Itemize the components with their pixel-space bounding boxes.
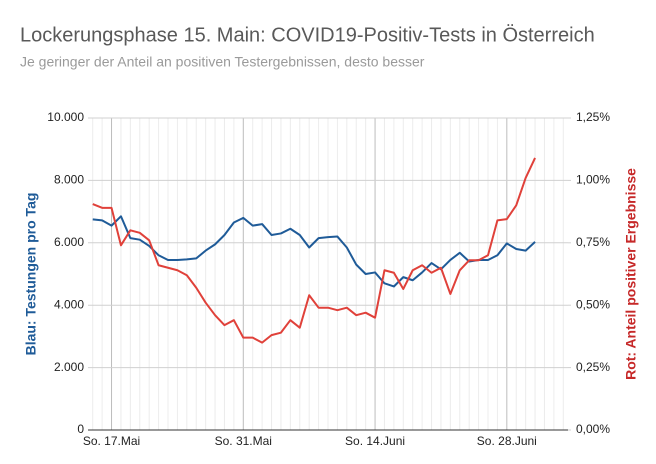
y-tick-label: 8.000 bbox=[54, 173, 84, 187]
y-tick-label: 2.000 bbox=[54, 360, 84, 374]
y-tick-label: 10.000 bbox=[47, 110, 84, 124]
x-tick-label: So. 31.Mai bbox=[215, 434, 272, 448]
chart-subtitle: Je geringer der Anteil an positiven Test… bbox=[20, 54, 425, 70]
x-tick-label: So. 28.Juni bbox=[477, 434, 537, 448]
y2-tick-label: 0,75% bbox=[576, 235, 610, 249]
y-axis-title: Blau: Testungen pro Tag bbox=[23, 193, 39, 356]
y2-tick-label: 1,25% bbox=[576, 110, 610, 124]
y-tick-label: 4.000 bbox=[54, 297, 84, 311]
x-tick-label: So. 14.Juni bbox=[345, 434, 405, 448]
y-tick-label: 0 bbox=[77, 422, 84, 436]
y2-tick-label: 0,25% bbox=[576, 360, 610, 374]
data-line bbox=[92, 157, 536, 344]
y2-tick-label: 1,00% bbox=[576, 173, 610, 187]
y-tick-label: 6.000 bbox=[54, 235, 84, 249]
x-tick-label: So. 17.Mai bbox=[83, 434, 140, 448]
y2-axis-title: Rot: Anteil positiver Ergebnisse bbox=[623, 168, 639, 380]
data-line bbox=[92, 215, 536, 288]
y2-tick-label: 0,50% bbox=[576, 297, 610, 311]
y2-tick-label: 0,00% bbox=[576, 422, 610, 436]
chart-title: Lockerungsphase 15. Main: COVID19-Positi… bbox=[20, 24, 595, 46]
